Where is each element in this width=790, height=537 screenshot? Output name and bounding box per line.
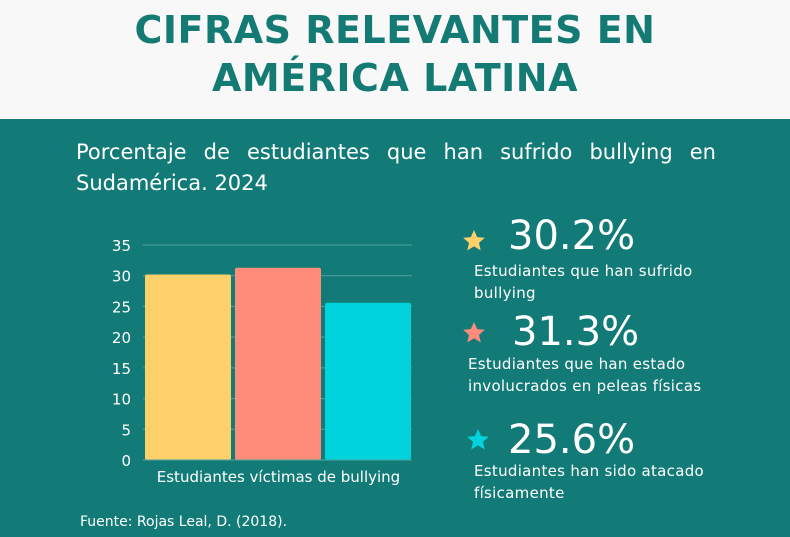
stat-value: 25.6% [508, 417, 636, 463]
star-icon [463, 321, 485, 343]
bar [145, 274, 231, 460]
y-tick-label: 0 [121, 452, 131, 470]
x-category-label: Estudiantes víctimas de bullying [157, 468, 400, 486]
y-tick-label: 5 [121, 421, 131, 439]
y-tick-label: 15 [112, 360, 131, 378]
title-line-2: AMÉRICA LATINA [211, 56, 579, 100]
stat-description: Estudiantes que han estado involucrados … [468, 355, 702, 395]
title-line-1: CIFRAS RELEVANTES EN [134, 8, 656, 52]
bar [325, 302, 411, 460]
stat-value: 30.2% [508, 213, 636, 259]
star-shape [467, 428, 489, 450]
source-citation: Fuente: Rojas Leal, D. (2018). [80, 514, 288, 530]
y-tick-label: 20 [112, 329, 131, 347]
y-tick-label: 10 [112, 391, 131, 409]
y-tick-label: 35 [112, 237, 131, 255]
stat-value: 31.3% [512, 309, 640, 355]
star-shape [463, 321, 485, 343]
star-shape [463, 229, 485, 251]
chart-subtitle: Porcentaje de estudiantes que han sufrid… [76, 140, 716, 195]
star-icon [463, 229, 485, 251]
bar [235, 267, 321, 460]
y-tick-label: 25 [112, 298, 131, 316]
stat-description: Estudiantes han sido atacado físicamente [474, 462, 704, 502]
stat-description: Estudiantes que han sufrido bullying [474, 262, 693, 302]
y-tick-label: 30 [112, 268, 131, 286]
star-icon [467, 428, 489, 450]
page-title: CIFRAS RELEVANTES EN AMÉRICA LATINA [0, 6, 790, 102]
header-banner: CIFRAS RELEVANTES EN AMÉRICA LATINA [0, 0, 790, 119]
